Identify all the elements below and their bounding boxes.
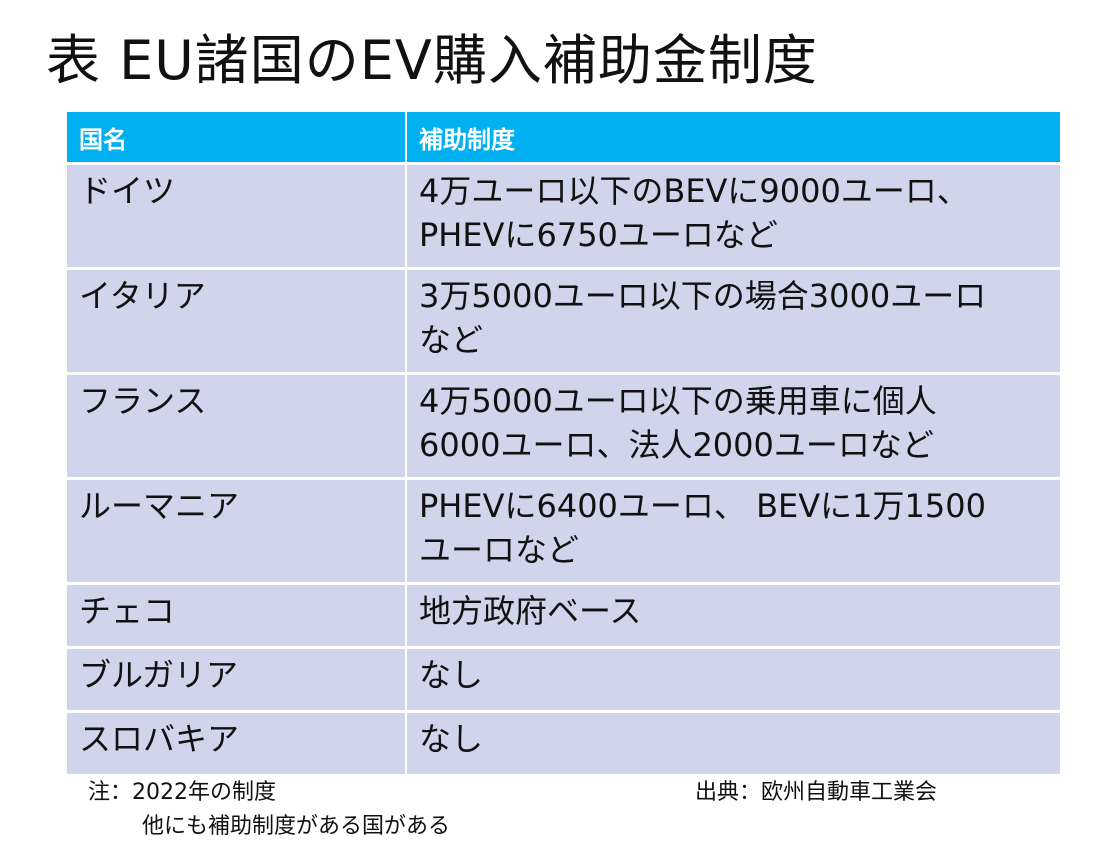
table-row: イタリア 3万5000ユーロ以下の場合3000ユーロ など <box>67 267 1060 374</box>
page-title: 表 EU諸国のEV購入補助金制度 <box>46 29 818 92</box>
subsidy-line: など <box>419 321 484 359</box>
subsidy-line: 地方政府ベース <box>419 592 642 630</box>
subsidy-table: 国名 補助制度 ドイツ 4万ユーロ以下のBEVに9000ユーロ、 PHEVに67… <box>67 112 1060 774</box>
subsidy-line: なし <box>419 656 484 694</box>
subsidy-line: PHEVに6750ユーロなど <box>419 216 778 254</box>
country-cell: ブルガリア <box>67 646 407 712</box>
footnote: 注：2022年の制度 他にも補助制度がある国がある <box>88 776 450 844</box>
column-header-subsidy: 補助制度 <box>406 112 1060 164</box>
source-credit: 出典：欧州自動車工業会 <box>695 780 938 805</box>
subsidy-line: ユーロなど <box>419 531 580 569</box>
subsidy-cell: 4万ユーロ以下のBEVに9000ユーロ、 PHEVに6750ユーロなど <box>406 162 1060 269</box>
table-row: スロバキア なし <box>67 710 1060 774</box>
country-cell: チェコ <box>67 582 407 648</box>
country-cell: フランス <box>67 372 407 479</box>
subsidy-line: 6000ユーロ、法人2000ユーロなど <box>419 426 934 464</box>
country-cell: ドイツ <box>67 162 407 269</box>
subsidy-line: 4万5000ユーロ以下の乗用車に個人 <box>419 382 937 420</box>
country-cell: イタリア <box>67 267 407 374</box>
footnote-line: 他にも補助制度がある国がある <box>142 814 451 839</box>
subsidy-line: 3万5000ユーロ以下の場合3000ユーロ <box>419 277 987 315</box>
subsidy-cell: なし <box>406 710 1060 774</box>
subsidy-line: なし <box>419 720 484 758</box>
footnote-line: 注：2022年の制度 <box>88 780 276 805</box>
subsidy-cell: 4万5000ユーロ以下の乗用車に個人 6000ユーロ、法人2000ユーロなど <box>406 372 1060 479</box>
subsidy-cell: 3万5000ユーロ以下の場合3000ユーロ など <box>406 267 1060 374</box>
subsidy-line: PHEVに6400ユーロ、 BEVに1万1500 <box>419 487 986 525</box>
country-cell: スロバキア <box>67 710 407 774</box>
table-row: チェコ 地方政府ベース <box>67 582 1060 648</box>
table-row: フランス 4万5000ユーロ以下の乗用車に個人 6000ユーロ、法人2000ユー… <box>67 372 1060 479</box>
table-row: ドイツ 4万ユーロ以下のBEVに9000ユーロ、 PHEVに6750ユーロなど <box>67 162 1060 269</box>
table-row: ブルガリア なし <box>67 646 1060 712</box>
column-header-country: 国名 <box>67 112 407 164</box>
subsidy-cell: PHEVに6400ユーロ、 BEVに1万1500 ユーロなど <box>406 477 1060 584</box>
table-row: ルーマニア PHEVに6400ユーロ、 BEVに1万1500 ユーロなど <box>67 477 1060 584</box>
subsidy-line: 4万ユーロ以下のBEVに9000ユーロ、 <box>419 172 969 210</box>
country-cell: ルーマニア <box>67 477 407 584</box>
subsidy-cell: なし <box>406 646 1060 712</box>
subsidy-cell: 地方政府ベース <box>406 582 1060 648</box>
table-header-row: 国名 補助制度 <box>67 112 1060 164</box>
